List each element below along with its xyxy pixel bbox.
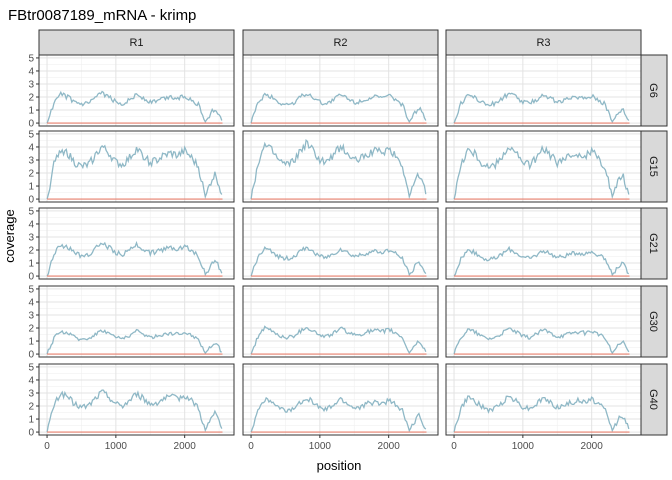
y-tick-label: 4 xyxy=(28,219,34,230)
panel-border-G30-R3 xyxy=(445,285,642,358)
panel-border-G6-R2 xyxy=(242,54,439,127)
y-tick-label: 5 xyxy=(28,284,34,295)
y-tick-label: 1 xyxy=(28,337,34,348)
panel-border-G21-R3 xyxy=(445,207,642,280)
y-tick-label: 3 xyxy=(28,155,34,166)
coverage-line-G6-R3 xyxy=(453,92,630,124)
facet-strip-label-R3: R3 xyxy=(536,37,550,49)
coverage-line-G30-R2 xyxy=(250,325,427,355)
y-tick-label: 5 xyxy=(28,53,34,64)
x-tick-label: 1000 xyxy=(309,441,332,452)
panel-border-G40-R3 xyxy=(445,363,642,436)
y-tick-label: 1 xyxy=(28,415,34,426)
coverage-line-G30-R1 xyxy=(46,328,222,355)
panel-border-G30-R1 xyxy=(38,285,235,358)
x-tick-label: 2000 xyxy=(581,441,604,452)
facet-strip-label-R1: R1 xyxy=(129,37,143,49)
panel-border-G15-R1 xyxy=(38,130,235,203)
panel-border-G15-R2 xyxy=(242,130,439,203)
facet-strip-G30 xyxy=(640,285,668,358)
coverage-line-G15-R1 xyxy=(46,144,223,200)
panel-border-G30-R2 xyxy=(242,285,439,358)
y-tick-label: 2 xyxy=(28,402,34,413)
panel-border-G21-R1 xyxy=(38,207,235,280)
facet-strip-label-G15: G15 xyxy=(647,156,659,177)
y-tick-label: 2 xyxy=(28,169,34,180)
coverage-line-G21-R1 xyxy=(46,240,223,277)
facet-strip-G15 xyxy=(640,130,668,203)
y-tick-label: 5 xyxy=(28,206,34,217)
facet-strip-label-G30: G30 xyxy=(647,311,659,332)
facet-strip-G21 xyxy=(640,207,668,280)
y-tick-label: 0 xyxy=(28,272,34,283)
x-tick-label: 1000 xyxy=(105,441,128,452)
y-tick-label: 4 xyxy=(28,375,34,386)
coverage-line-G40-R3 xyxy=(453,395,630,433)
panel-border-G40-R1 xyxy=(38,363,235,436)
panel-border-G6-R3 xyxy=(445,54,642,127)
x-tick-label: 2000 xyxy=(174,441,197,452)
coverage-line-G30-R3 xyxy=(453,327,630,355)
y-tick-label: 3 xyxy=(28,388,34,399)
y-tick-label: 0 xyxy=(28,350,34,361)
x-tick-label: 0 xyxy=(44,441,50,452)
y-tick-label: 1 xyxy=(28,106,34,117)
panel-border-G21-R2 xyxy=(242,207,439,280)
facet-strip-R2 xyxy=(242,29,439,56)
chart-title: FBtr0087189_mRNA - krimp xyxy=(8,7,196,24)
y-tick-label: 5 xyxy=(28,362,34,373)
coverage-line-G15-R2 xyxy=(250,139,427,200)
y-axis-title: coverage xyxy=(2,209,17,262)
facet-strip-G6 xyxy=(640,54,668,127)
coverage-line-G15-R3 xyxy=(453,144,630,200)
x-tick-label: 2000 xyxy=(378,441,401,452)
y-tick-label: 1 xyxy=(28,259,34,270)
coverage-line-G21-R3 xyxy=(453,245,630,277)
y-tick-label: 0 xyxy=(28,119,34,130)
coverage-line-G6-R1 xyxy=(46,90,223,124)
facet-strip-label-G40: G40 xyxy=(647,389,659,410)
coverage-line-G40-R1 xyxy=(46,389,223,433)
x-axis-title: position xyxy=(317,458,362,473)
facet-strip-R1 xyxy=(38,29,235,56)
x-tick-label: 0 xyxy=(248,441,254,452)
y-tick-label: 2 xyxy=(28,93,34,104)
y-tick-label: 3 xyxy=(28,310,34,321)
y-tick-label: 4 xyxy=(28,142,34,153)
y-tick-label: 3 xyxy=(28,232,34,243)
x-tick-label: 1000 xyxy=(512,441,535,452)
coverage-line-G21-R2 xyxy=(250,245,427,277)
panel-border-G40-R2 xyxy=(242,363,439,436)
y-tick-label: 2 xyxy=(28,246,34,257)
x-tick-label: 0 xyxy=(451,441,457,452)
y-tick-label: 4 xyxy=(28,297,34,308)
facet-strip-label-G6: G6 xyxy=(647,83,659,98)
y-tick-label: 3 xyxy=(28,79,34,90)
y-tick-label: 5 xyxy=(28,129,34,140)
panel-border-G15-R3 xyxy=(445,130,642,203)
panel-border-G6-R1 xyxy=(38,54,235,127)
y-tick-label: 1 xyxy=(28,182,34,193)
coverage-line-G6-R2 xyxy=(250,92,427,124)
facet-strip-label-G21: G21 xyxy=(647,233,659,254)
y-tick-label: 2 xyxy=(28,324,34,335)
facet-panels: R1 R2 R3 G6 0 1 2 3 4 5 G15 0 1 2 3 4 5 G21 0 1 2 3 4 5 G30 0 1 2 3 4… xyxy=(28,29,668,452)
facet-strip-label-R2: R2 xyxy=(333,37,347,49)
y-tick-label: 4 xyxy=(28,66,34,77)
y-tick-label: 0 xyxy=(28,428,34,439)
coverage-line-G40-R2 xyxy=(250,396,427,433)
y-tick-label: 0 xyxy=(28,195,34,206)
